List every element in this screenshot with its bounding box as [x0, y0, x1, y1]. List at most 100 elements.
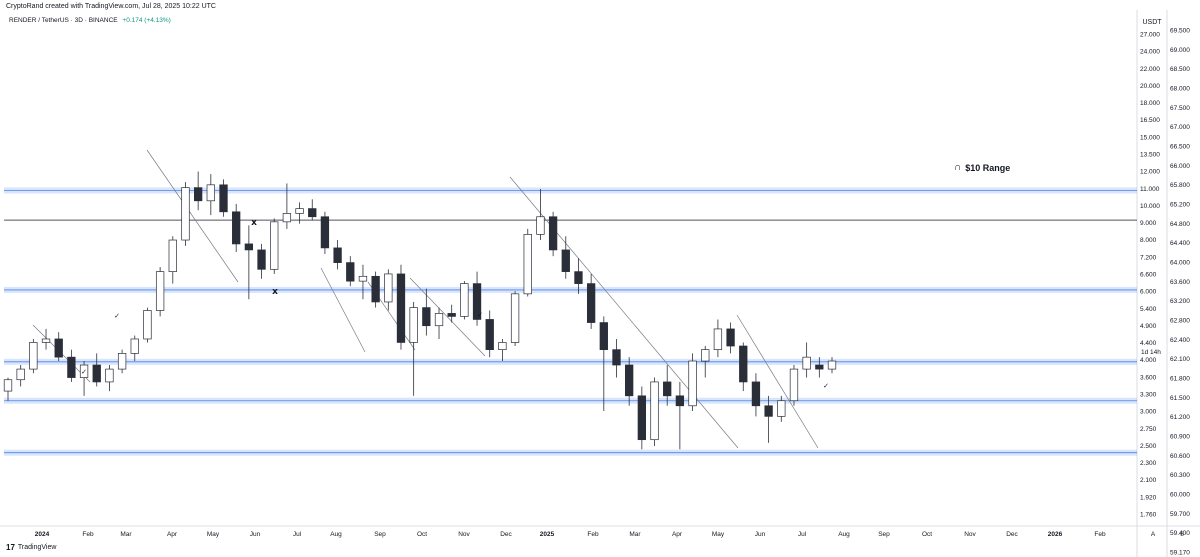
time-tick-label: Dec: [1006, 531, 1018, 538]
candle-body: [117, 353, 127, 370]
candle-body: [777, 400, 786, 417]
candle-body: [434, 313, 444, 327]
trendline: [409, 277, 486, 357]
symbol-name: RENDER / TetherUS · 3D · BINANCE: [9, 17, 118, 24]
price-tick-label: 2.100: [1140, 477, 1157, 484]
candle-body: [701, 349, 710, 362]
trendline: [736, 314, 819, 449]
time-tick-label: Oct: [922, 531, 932, 538]
secondary-tick-label: 69.000: [1170, 47, 1190, 54]
candle-body: [548, 216, 558, 251]
candle-body: [523, 234, 532, 295]
price-tick-label: 3.000: [1140, 409, 1157, 416]
trendline: [320, 267, 366, 353]
tradingview-footer[interactable]: 17 TradingView: [6, 543, 56, 552]
candle-body: [41, 338, 51, 343]
candle-body: [155, 271, 165, 311]
candle-body: [612, 349, 621, 366]
checkmark-marker: ✓: [823, 382, 829, 390]
tradingview-logo-text: TradingView: [17, 544, 57, 551]
price-tick-label: 15.000: [1140, 134, 1160, 141]
time-tick-label: Nov: [964, 531, 976, 538]
candle-body: [384, 273, 393, 303]
candle-body: [510, 293, 520, 343]
time-tick-label: 2024: [35, 531, 50, 538]
price-tick-label: 4.900: [1140, 323, 1157, 330]
price-tick-label: 6.000: [1140, 289, 1157, 296]
symbol-legend[interactable]: RENDER / TetherUS · 3D · BINANCE +0.174 …: [9, 17, 171, 24]
candle-body: [815, 364, 824, 370]
price-tick-label: 9.000: [1140, 220, 1157, 227]
candle-body: [257, 249, 266, 270]
time-tick-label: Feb: [82, 531, 94, 538]
chart-credit: CryptoRand created with TradingView.com,…: [6, 3, 216, 10]
candle-body: [168, 239, 177, 272]
price-tick-label: 2.300: [1140, 460, 1157, 467]
bar-countdown-label: 1d 14h: [1141, 349, 1161, 356]
time-tick-label: Apr: [672, 531, 683, 538]
candle-body: [92, 364, 101, 383]
price-tick-label: 11.000: [1140, 186, 1160, 193]
time-tick-label: Jun: [755, 531, 766, 538]
price-tick-label: 18.000: [1140, 100, 1160, 107]
candle-body: [422, 307, 431, 327]
time-tick-label: May: [207, 531, 220, 538]
time-tick-label: Sep: [878, 531, 890, 538]
secondary-tick-label: 63.200: [1170, 298, 1190, 305]
candle-body: [739, 345, 748, 383]
candle-body: [270, 221, 279, 270]
time-tick-label: Sep: [374, 531, 386, 538]
secondary-tick-label: 65.800: [1170, 182, 1190, 189]
time-tick-label: 8: [1180, 531, 1184, 538]
price-tick-label: 7.200: [1140, 254, 1157, 261]
time-tick-label: A: [1151, 531, 1156, 538]
price-tick-label: 8.000: [1140, 237, 1157, 244]
time-tick-label: Mar: [120, 531, 132, 538]
price-tick-label: 3.300: [1140, 392, 1157, 399]
axis-unit-label: USDT: [1142, 19, 1162, 26]
candle-body: [713, 328, 723, 350]
x-marker: x: [251, 218, 257, 228]
checkmark-marker: ✓: [114, 312, 120, 320]
checkmark-marker: ✓: [477, 311, 483, 319]
candle-body: [726, 328, 735, 347]
secondary-tick-label: 68.000: [1170, 86, 1190, 93]
price-tick-label: 16.500: [1140, 117, 1160, 124]
candle-body: [485, 319, 494, 350]
price-tick-label: 5.400: [1140, 306, 1157, 313]
candle-body: [3, 379, 13, 392]
candle-body: [396, 273, 406, 343]
price-tick-label: 13.500: [1140, 152, 1160, 159]
candle-body: [130, 338, 139, 354]
candle-body: [67, 356, 76, 378]
candle-body: [625, 364, 634, 397]
secondary-tick-label: 68.500: [1170, 66, 1190, 73]
secondary-tick-label: 60.900: [1170, 434, 1190, 441]
magnet-icon: ∩: [954, 162, 962, 173]
secondary-tick-label: 67.500: [1170, 105, 1190, 112]
time-tick-label: Nov: [458, 531, 470, 538]
time-tick-label: Feb: [587, 531, 599, 538]
secondary-tick-label: 65.200: [1170, 202, 1190, 209]
candle-body: [789, 368, 799, 402]
candle-body: [599, 322, 608, 350]
x-marker: x: [272, 287, 278, 297]
candle-body: [105, 368, 114, 383]
candle-body: [764, 405, 773, 417]
price-tick-label: 10.000: [1140, 203, 1160, 210]
candle-body: [586, 283, 596, 323]
candle-body: [802, 356, 811, 370]
secondary-tick-label: 60.000: [1170, 492, 1190, 499]
range-annotation: ∩ $10 Range: [954, 162, 1010, 173]
price-tick-label: 4.400: [1140, 340, 1157, 347]
price-tick-label: 20.000: [1140, 83, 1160, 90]
secondary-tick-label: 64.400: [1170, 240, 1190, 247]
candle-body: [333, 247, 342, 263]
secondary-tick-label: 59.400: [1170, 530, 1190, 537]
candle-body: [637, 395, 646, 441]
time-tick-label: Dec: [500, 531, 512, 538]
time-tick-label: Jul: [798, 531, 807, 538]
candle-body: [295, 208, 304, 214]
candle-body: [371, 275, 380, 303]
